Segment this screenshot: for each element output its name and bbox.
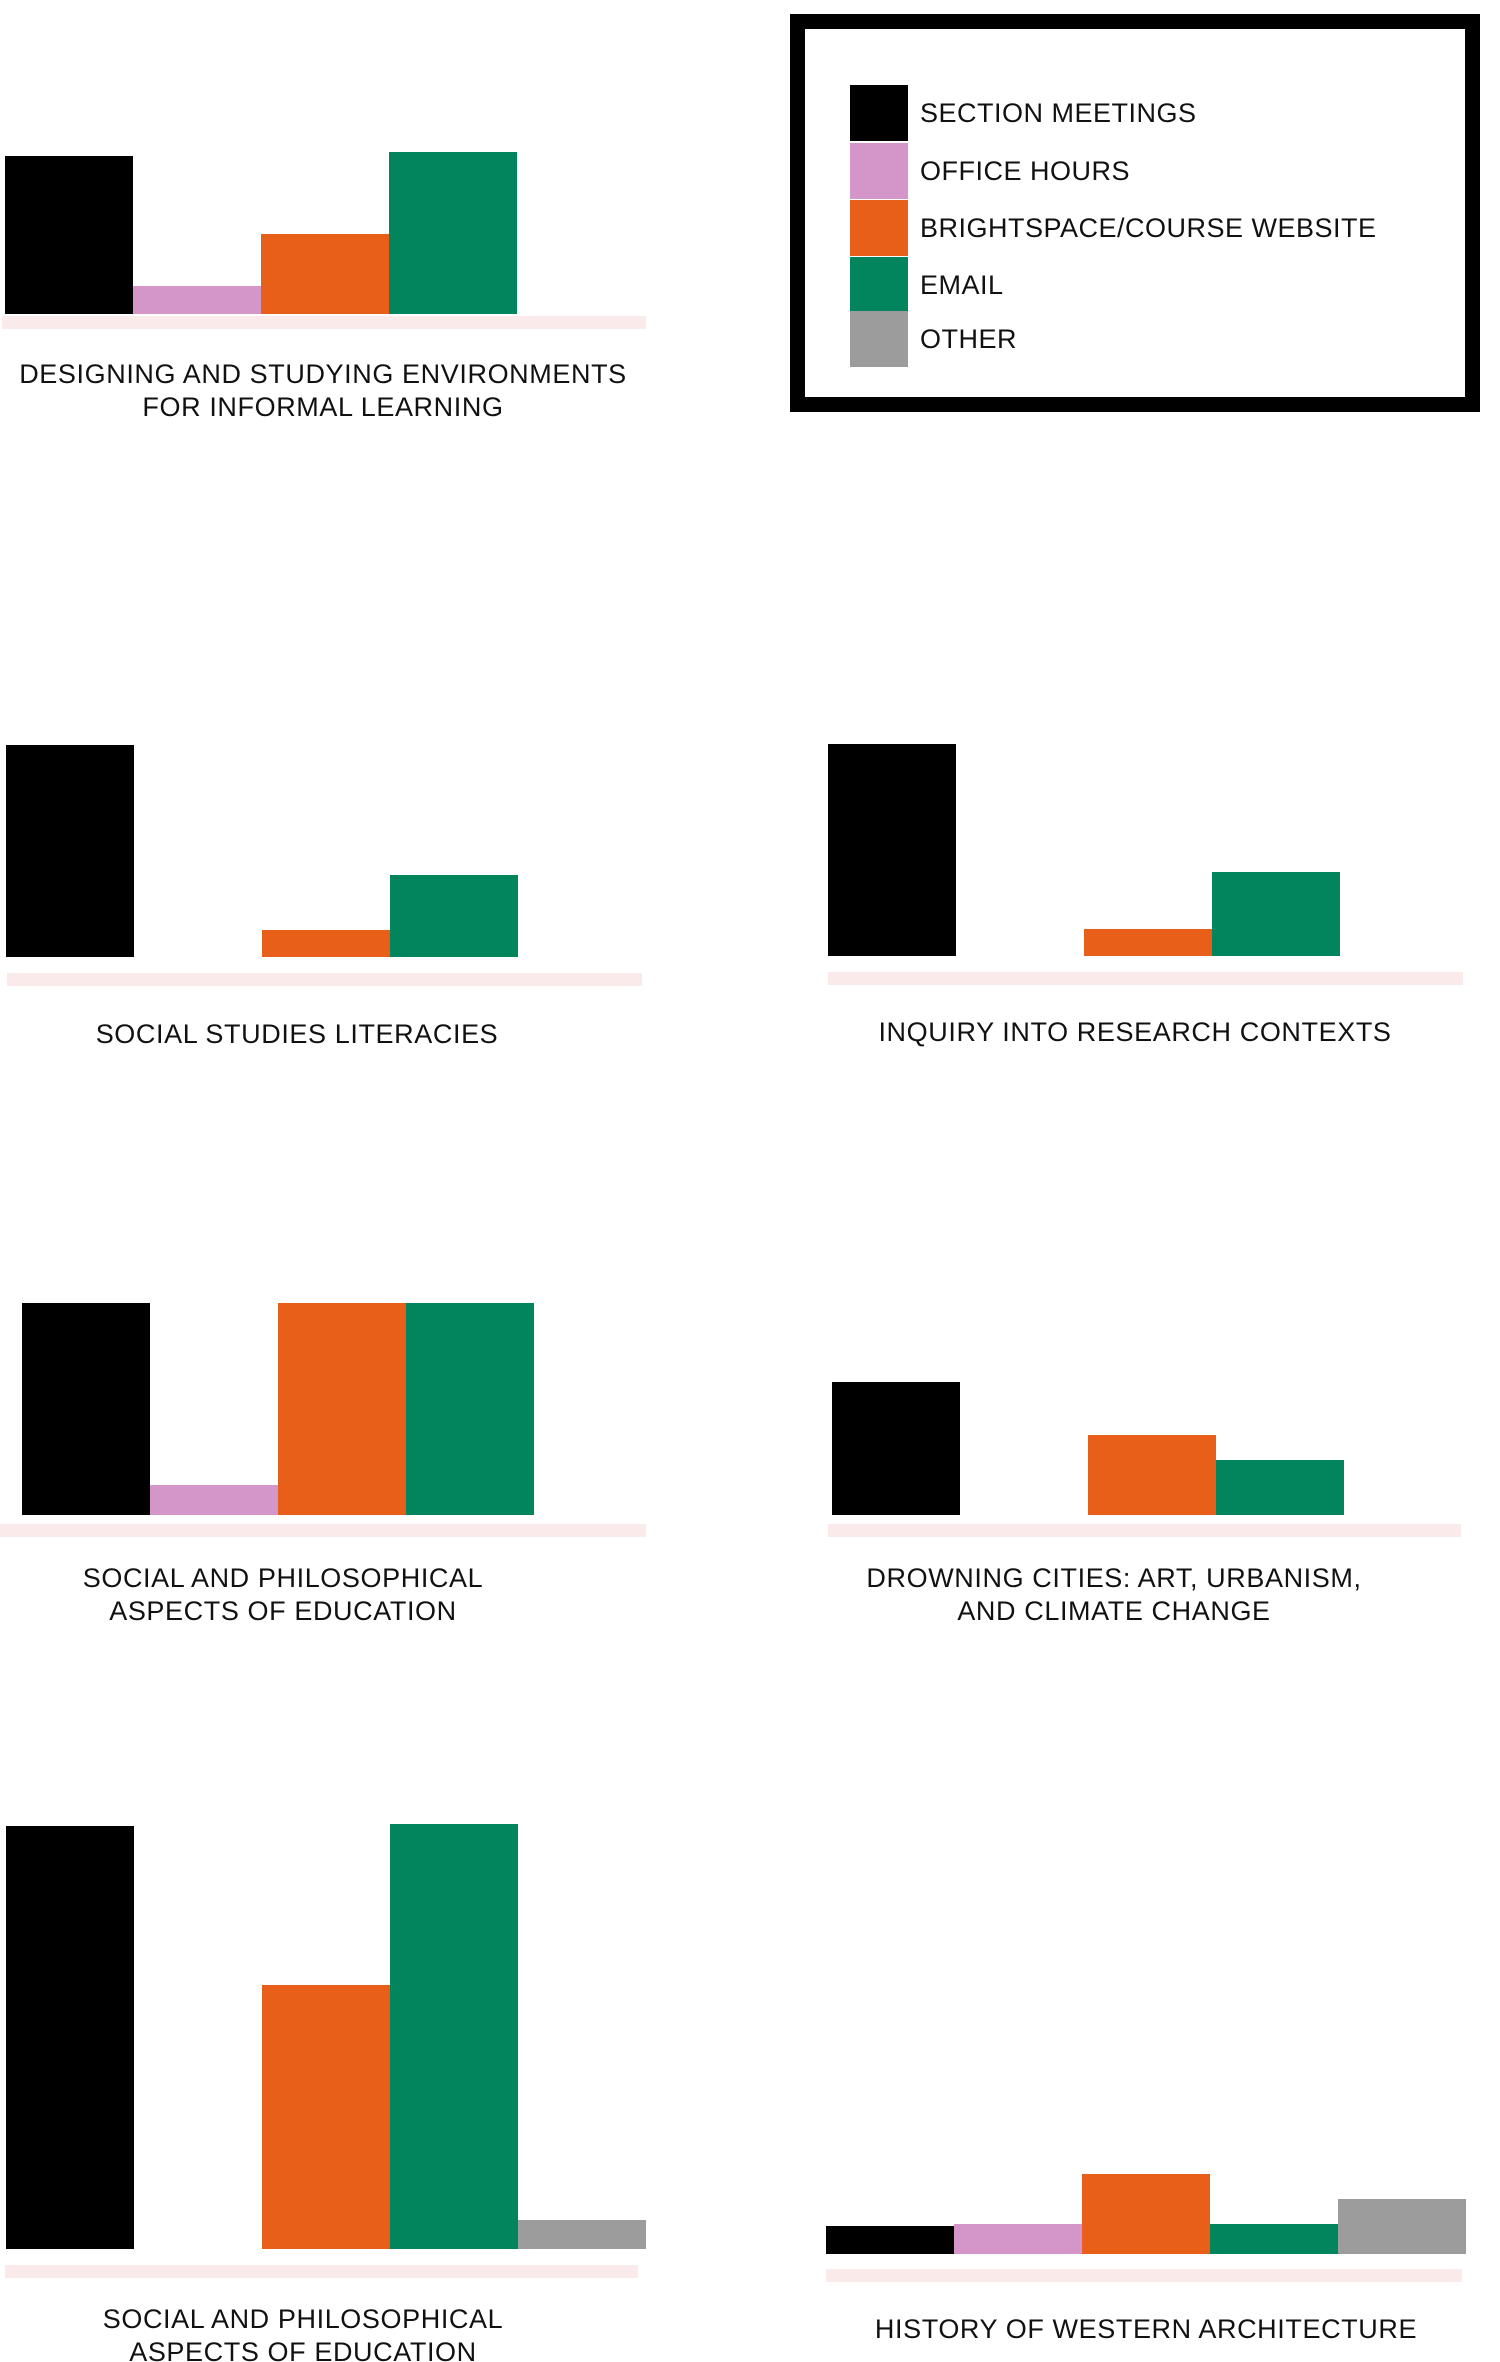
legend-item-office-hours: OFFICE HOURS bbox=[850, 143, 1130, 199]
bar-section-meetings bbox=[6, 745, 134, 957]
chart-title-line: SOCIAL AND PHILOSOPHICAL bbox=[103, 2304, 504, 2334]
chart-title-line: AND CLIMATE CHANGE bbox=[957, 1596, 1270, 1626]
chart-7: HISTORY OF WESTERN ARCHITECTURE bbox=[826, 2174, 1466, 2344]
chart-baseline bbox=[828, 1524, 1461, 1537]
legend-swatch bbox=[850, 257, 908, 313]
bar-brightspace-course-website bbox=[1088, 1435, 1216, 1515]
chart-title-line: SOCIAL AND PHILOSOPHICAL bbox=[83, 1563, 484, 1593]
bar-email bbox=[1210, 2224, 1338, 2254]
chart-baseline bbox=[5, 2265, 638, 2278]
bar-email bbox=[389, 152, 517, 314]
bar-section-meetings bbox=[6, 1826, 134, 2249]
chart-3: INQUIRY INTO RESEARCH CONTEXTS bbox=[828, 744, 1463, 1047]
bar-email bbox=[1212, 872, 1340, 956]
legend-swatch bbox=[850, 311, 908, 367]
bar-office-hours bbox=[150, 1485, 278, 1515]
bar-email bbox=[1216, 1460, 1344, 1515]
legend-label: BRIGHTSPACE/COURSE WEBSITE bbox=[920, 212, 1377, 243]
chart-baseline bbox=[826, 2269, 1462, 2282]
bar-office-hours bbox=[133, 286, 261, 314]
chart-baseline bbox=[0, 1524, 646, 1537]
bar-office-hours bbox=[954, 2224, 1082, 2254]
legend-label: OTHER bbox=[920, 323, 1017, 354]
bar-brightspace-course-website bbox=[262, 1985, 390, 2249]
bar-email bbox=[390, 875, 518, 957]
chart-baseline bbox=[828, 972, 1463, 985]
chart-title-line: HISTORY OF WESTERN ARCHITECTURE bbox=[875, 2314, 1417, 2344]
legend-label: SECTION MEETINGS bbox=[920, 97, 1197, 128]
legend-item-brightspace: BRIGHTSPACE/COURSE WEBSITE bbox=[850, 200, 1377, 256]
legend-label: EMAIL bbox=[920, 269, 1004, 300]
bar-section-meetings bbox=[828, 744, 956, 956]
legend-swatch bbox=[850, 200, 908, 256]
bar-brightspace-course-website bbox=[1082, 2174, 1210, 2254]
bar-other bbox=[1338, 2199, 1466, 2254]
chart-2: SOCIAL STUDIES LITERACIES bbox=[6, 745, 642, 1049]
bar-section-meetings bbox=[5, 156, 133, 314]
chart-title-line: FOR INFORMAL LEARNING bbox=[142, 392, 503, 422]
chart-6: SOCIAL AND PHILOSOPHICAL ASPECTS OF EDUCA… bbox=[5, 1824, 646, 2362]
bar-other bbox=[518, 2220, 646, 2249]
legend-item-email: EMAIL bbox=[850, 257, 1004, 313]
legend-swatch bbox=[850, 85, 908, 141]
chart-5: DROWNING CITIES: ART, URBANISM,AND CLIMA… bbox=[828, 1382, 1461, 1626]
legend-box: SECTION MEETINGS OFFICE HOURS BRIGHTSPAC… bbox=[790, 14, 1480, 412]
chart-title-line: ASPECTS OF EDUCATION bbox=[129, 2337, 477, 2362]
bar-email bbox=[390, 1824, 518, 2249]
bar-brightspace-course-website bbox=[262, 930, 390, 957]
bar-brightspace-course-website bbox=[261, 234, 389, 314]
legend-label: OFFICE HOURS bbox=[920, 155, 1131, 186]
legend-item-section-meetings: SECTION MEETINGS bbox=[850, 85, 1197, 141]
chart-title-line: SOCIAL STUDIES LITERACIES bbox=[96, 1019, 499, 1049]
legend-item-other: OTHER bbox=[850, 311, 1017, 367]
bar-brightspace-course-website bbox=[1084, 929, 1212, 956]
bar-section-meetings bbox=[22, 1303, 150, 1515]
chart-title-line: DESIGNING AND STUDYING ENVIRONMENTS bbox=[19, 359, 627, 389]
chart-title-line: ASPECTS OF EDUCATION bbox=[109, 1596, 457, 1626]
bar-email bbox=[406, 1303, 534, 1515]
bar-section-meetings bbox=[832, 1382, 960, 1515]
legend-swatch bbox=[850, 143, 908, 199]
bar-brightspace-course-website bbox=[278, 1303, 406, 1515]
bar-section-meetings bbox=[826, 2226, 954, 2254]
chart-title-line: INQUIRY INTO RESEARCH CONTEXTS bbox=[878, 1017, 1391, 1047]
chart-baseline bbox=[2, 316, 646, 329]
chart-title-line: DROWNING CITIES: ART, URBANISM, bbox=[866, 1563, 1361, 1593]
chart-baseline bbox=[7, 973, 642, 986]
